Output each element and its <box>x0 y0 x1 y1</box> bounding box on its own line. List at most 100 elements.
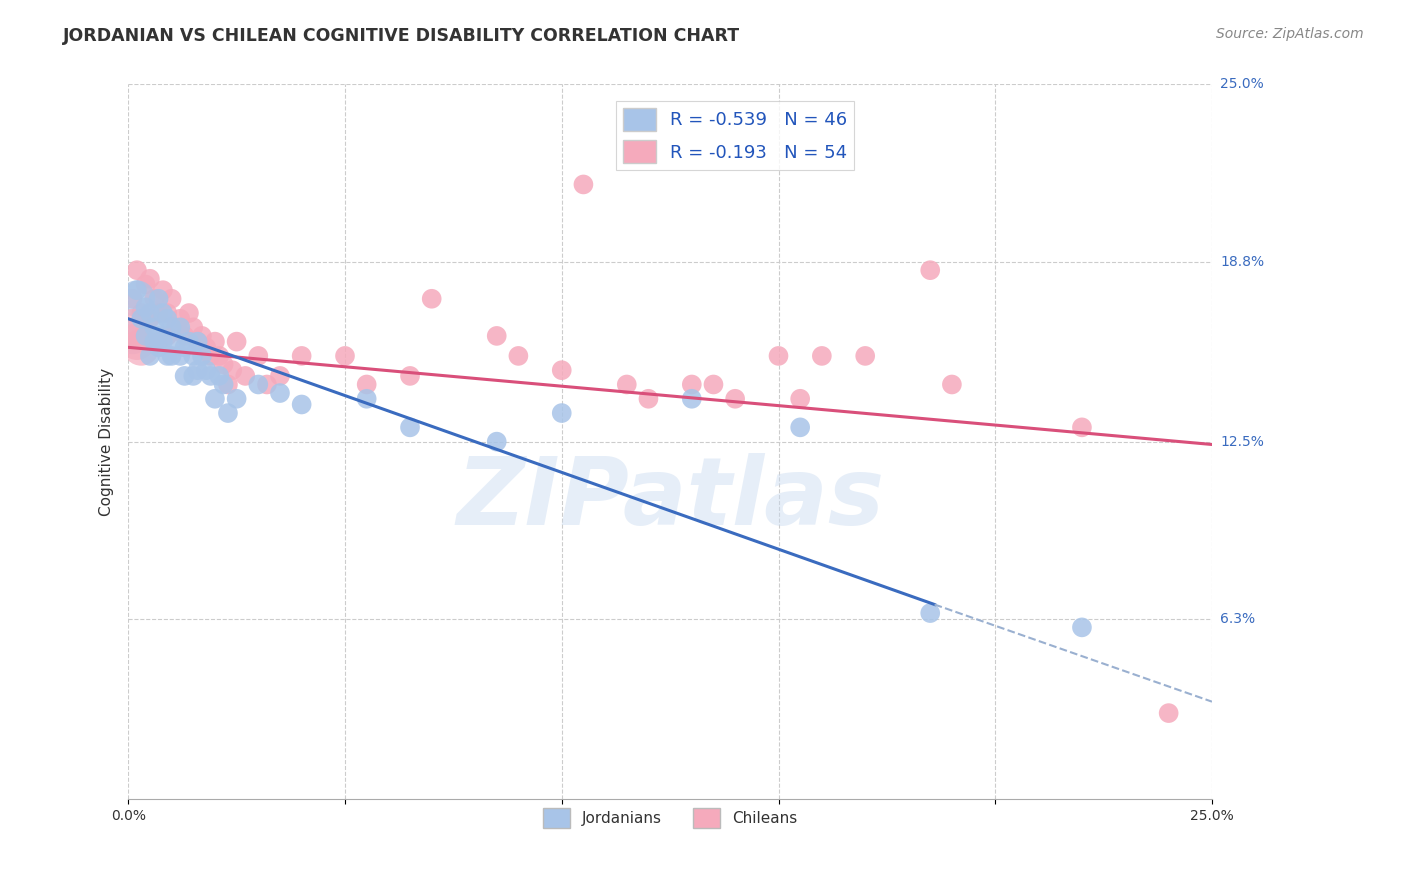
Text: ZIPatlas: ZIPatlas <box>456 453 884 545</box>
Point <box>356 392 378 406</box>
Point <box>160 320 183 334</box>
Point <box>191 329 214 343</box>
Point <box>165 334 187 349</box>
Point <box>1071 620 1094 634</box>
Point <box>1157 706 1180 720</box>
Point <box>139 306 162 320</box>
Point <box>187 334 209 349</box>
Point <box>256 377 278 392</box>
Point <box>148 292 170 306</box>
Point <box>420 292 443 306</box>
Point <box>789 420 811 434</box>
Point <box>356 377 378 392</box>
Point <box>920 263 942 277</box>
Point <box>173 368 195 383</box>
Point <box>247 377 270 392</box>
Y-axis label: Cognitive Disability: Cognitive Disability <box>100 368 114 516</box>
Point <box>135 301 157 315</box>
Point <box>148 334 170 349</box>
Point <box>225 334 247 349</box>
Point <box>177 306 200 320</box>
Point <box>508 349 530 363</box>
Point <box>135 277 157 292</box>
Point <box>177 334 200 349</box>
Point <box>217 377 239 392</box>
Point <box>195 340 218 354</box>
Point <box>139 311 162 326</box>
Point <box>724 392 747 406</box>
Point <box>1071 420 1094 434</box>
Point <box>125 283 148 297</box>
Point <box>221 363 243 377</box>
Point <box>853 349 876 363</box>
Point <box>121 320 143 334</box>
Text: 25.0%: 25.0% <box>1220 78 1264 92</box>
Point <box>789 392 811 406</box>
Point <box>291 349 314 363</box>
Point <box>160 349 183 363</box>
Point <box>139 272 162 286</box>
Point <box>152 306 174 320</box>
Point <box>681 392 703 406</box>
Point <box>129 306 152 320</box>
Point <box>169 349 191 363</box>
Point <box>920 606 942 620</box>
Point <box>200 368 222 383</box>
Point <box>181 349 204 363</box>
Point <box>165 320 187 334</box>
Point <box>160 292 183 306</box>
Point <box>187 363 209 377</box>
Point <box>125 263 148 277</box>
Point <box>148 340 170 354</box>
Point <box>181 320 204 334</box>
Point <box>212 377 235 392</box>
Point <box>291 397 314 411</box>
Point <box>811 349 834 363</box>
Point <box>269 368 291 383</box>
Point <box>181 368 204 383</box>
Point <box>208 368 231 383</box>
Point <box>269 386 291 401</box>
Point <box>195 363 218 377</box>
Point <box>212 358 235 372</box>
Point <box>173 340 195 354</box>
Point <box>143 292 166 306</box>
Point <box>941 377 963 392</box>
Point <box>169 311 191 326</box>
Point <box>225 392 247 406</box>
Point <box>187 334 209 349</box>
Point <box>148 306 170 320</box>
Point <box>121 292 143 306</box>
Point <box>152 283 174 297</box>
Point <box>485 329 508 343</box>
Point <box>148 329 170 343</box>
Point <box>121 329 143 343</box>
Point <box>247 349 270 363</box>
Point <box>156 311 179 326</box>
Point <box>156 349 179 363</box>
Text: 6.3%: 6.3% <box>1220 612 1256 626</box>
Point <box>173 329 195 343</box>
Text: Source: ZipAtlas.com: Source: ZipAtlas.com <box>1216 27 1364 41</box>
Point <box>233 368 256 383</box>
Point <box>169 320 191 334</box>
Point <box>156 329 179 343</box>
Point <box>399 368 422 383</box>
Point <box>637 392 659 406</box>
Point <box>204 334 226 349</box>
Point <box>208 349 231 363</box>
Point <box>152 334 174 349</box>
Point <box>572 178 595 192</box>
Point <box>681 377 703 392</box>
Point <box>200 349 222 363</box>
Point <box>768 349 790 363</box>
Point <box>143 334 166 349</box>
Point <box>125 334 148 349</box>
Point <box>129 340 152 354</box>
Point <box>333 349 356 363</box>
Point <box>129 311 152 326</box>
Point <box>135 329 157 343</box>
Text: JORDANIAN VS CHILEAN COGNITIVE DISABILITY CORRELATION CHART: JORDANIAN VS CHILEAN COGNITIVE DISABILIT… <box>63 27 741 45</box>
Point <box>143 320 166 334</box>
Point <box>204 392 226 406</box>
